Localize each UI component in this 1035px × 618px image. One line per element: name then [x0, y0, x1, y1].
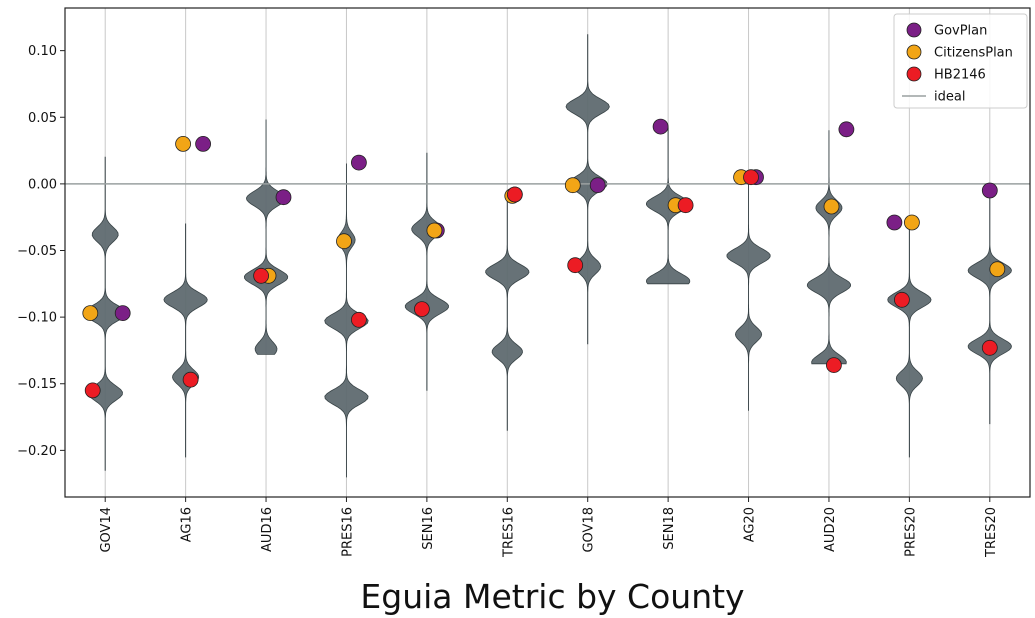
- point-hb2146-gov18: [567, 257, 584, 274]
- point-govplan-ag16: [195, 135, 212, 152]
- point-hb2146-pres20: [894, 291, 910, 308]
- point-citizensplan-aud20: [823, 198, 840, 215]
- y-axis-ticks: 0.10 0.05 0.00 −0.05 −0.10 −0.15 −0.20: [17, 44, 65, 459]
- point-govplan-aud20: [838, 121, 855, 138]
- point-hb2146-aud16: [253, 267, 270, 284]
- legend-label-citizensplan: CitizensPlan: [934, 46, 1013, 61]
- point-govplan-gov14: [114, 305, 131, 322]
- point-govplan-pres20: [886, 214, 903, 231]
- point-citizensplan-pres20: [904, 214, 920, 231]
- x-tick-label-sen16: SEN16: [421, 507, 436, 550]
- point-hb2146-tres20: [981, 339, 998, 356]
- legend-label-govplan: GovPlan: [934, 24, 987, 39]
- legend-marker-hb2146: [906, 66, 922, 82]
- x-tick-label-aud20: AUD20: [823, 507, 838, 552]
- violin-sen16: [404, 152, 449, 391]
- violin-pres20: [887, 220, 932, 458]
- point-hb2146-pres16: [350, 311, 367, 328]
- point-govplan-sen18: [652, 118, 669, 135]
- point-hb2146-ag16: [182, 371, 199, 388]
- point-hb2146-ag20: [743, 169, 759, 186]
- violin-tres20: [967, 190, 1012, 425]
- legend-marker-citizensplan: [906, 44, 922, 60]
- y-tick-label: −0.10: [17, 311, 57, 326]
- y-tick-label: −0.05: [17, 244, 57, 259]
- point-hb2146-sen18: [677, 197, 694, 214]
- point-citizensplan-tres20: [989, 261, 1006, 278]
- x-tick-label-tres16: TRES16: [501, 507, 516, 558]
- grid-lines: [104, 8, 991, 497]
- x-tick-label-aud16: AUD16: [260, 507, 275, 552]
- point-citizensplan-sen16: [426, 222, 443, 239]
- point-govplan-aud16: [275, 189, 292, 206]
- point-govplan-pres16: [350, 154, 367, 171]
- x-tick-label-pres20: PRES20: [903, 507, 918, 557]
- violin-ag20: [726, 176, 771, 411]
- point-govplan-gov18: [589, 177, 606, 194]
- y-tick-label: −0.20: [17, 444, 57, 459]
- violin-pres16: [324, 163, 369, 478]
- x-tick-label-sen18: SEN18: [662, 507, 677, 550]
- violin-aud16: [243, 119, 289, 355]
- legend-label-hb2146: HB2146: [934, 68, 986, 83]
- violin-ag16: [163, 223, 208, 458]
- violin-aud20: [806, 130, 852, 365]
- data-points: [82, 118, 1006, 399]
- point-hb2146-sen16: [413, 301, 430, 318]
- point-govplan-tres20: [981, 182, 998, 199]
- x-tick-label-ag20: AG20: [743, 507, 758, 542]
- legend-marker-govplan: [906, 22, 922, 38]
- violins: [83, 34, 1012, 478]
- point-citizensplan-gov18: [564, 177, 581, 194]
- y-tick-label: 0.10: [28, 44, 57, 59]
- x-tick-label-pres16: PRES16: [340, 507, 355, 557]
- legend-box: [893, 13, 1028, 109]
- y-tick-label: 0.00: [28, 177, 57, 192]
- x-tick-label-tres20: TRES20: [984, 507, 999, 558]
- chart-title: Eguia Metric by County: [360, 577, 744, 616]
- point-hb2146-tres16: [506, 186, 523, 203]
- point-citizensplan-pres16: [336, 233, 352, 250]
- legend: GovPlan CitizensPlan HB2146 ideal: [893, 13, 1028, 109]
- x-tick-label-gov14: GOV14: [99, 507, 114, 553]
- violin-tres16: [485, 190, 530, 431]
- point-hb2146-gov14: [84, 382, 101, 399]
- x-axis-ticks: GOV14 AG16 AUD16 PRES16 SEN16 TRES16 GOV18 SEN1…: [99, 497, 999, 558]
- y-tick-label: 0.05: [28, 111, 57, 126]
- x-tick-label-ag16: AG16: [180, 507, 195, 542]
- point-citizensplan-gov14: [82, 305, 99, 322]
- plot-frame: [64, 7, 1031, 498]
- point-citizensplan-ag16: [175, 135, 192, 152]
- y-tick-label: −0.15: [17, 377, 57, 392]
- x-tick-label-gov18: GOV18: [582, 507, 597, 553]
- legend-label-ideal: ideal: [934, 90, 965, 105]
- point-hb2146-aud20: [826, 357, 842, 374]
